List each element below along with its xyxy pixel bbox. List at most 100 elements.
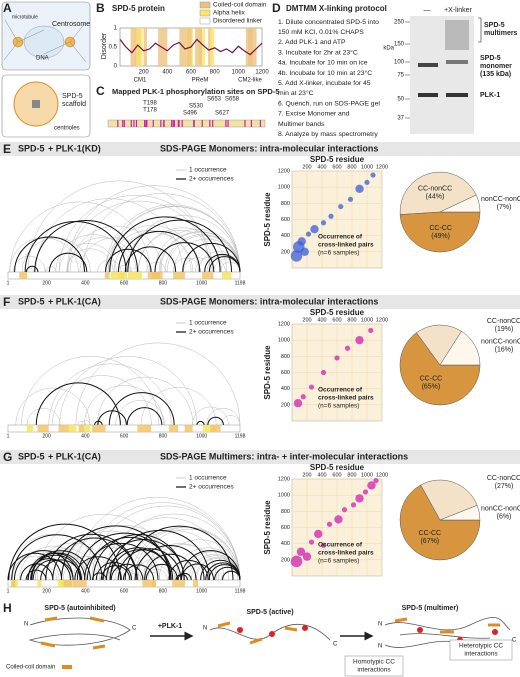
legend-label: 1 occurrence bbox=[189, 167, 227, 174]
crosslink-arc bbox=[81, 547, 147, 581]
panel-header: SDS-PAGE Monomers: intra-molecular inter… bbox=[160, 143, 378, 153]
crosslink-arc bbox=[52, 537, 138, 581]
y-tick-label: 600 bbox=[281, 217, 290, 223]
crosslink-point bbox=[320, 220, 327, 226]
crosslink-arc bbox=[105, 248, 152, 273]
protocol-step: 5. Add X-linker, incubate for 45 bbox=[278, 80, 371, 87]
panel-letter: A bbox=[3, 1, 12, 15]
crosslink-arc bbox=[60, 525, 171, 581]
crosslink-arc bbox=[25, 265, 39, 273]
scatter-note: Occurrence of bbox=[318, 234, 363, 241]
cc-segment bbox=[19, 272, 28, 279]
scatter-note: cross-linked pairs bbox=[318, 242, 374, 249]
pie-label: CC-nonCC bbox=[487, 475, 520, 482]
crosslink-arc bbox=[207, 416, 224, 426]
crosslink-arc bbox=[220, 415, 241, 426]
crosslink-arc bbox=[14, 236, 86, 273]
cc-segment bbox=[137, 425, 152, 432]
legend-label: 1 occurrence bbox=[189, 320, 227, 327]
centrioles bbox=[32, 100, 40, 108]
crosslink-point bbox=[373, 478, 379, 484]
y-tick-label: 1 bbox=[114, 26, 118, 32]
panel-letter: F bbox=[3, 295, 10, 309]
scatter-note: cross-linked pairs bbox=[318, 550, 374, 557]
crosslink-arc bbox=[206, 408, 241, 426]
site-tick bbox=[160, 120, 162, 127]
interaction-panel: E SPD-5 + PLK-1(KD) SDS-PAGE Monomers: intr… bbox=[0, 142, 520, 286]
crosslink-arc bbox=[122, 564, 155, 581]
bracket bbox=[478, 17, 482, 43]
cc-segment bbox=[78, 425, 85, 432]
y-tick-label: 0.5 bbox=[109, 45, 118, 51]
site-tick bbox=[173, 120, 175, 127]
crosslink-arc bbox=[126, 215, 241, 273]
phospho bbox=[492, 629, 498, 635]
site-label: T178 bbox=[143, 108, 157, 114]
residue-tick-label: 800 bbox=[159, 588, 168, 594]
crosslink-arc bbox=[143, 543, 217, 581]
x-tick-label: 800 bbox=[347, 317, 356, 323]
y-tick-label: 800 bbox=[281, 509, 290, 515]
legend-label: Disordered linker bbox=[213, 18, 263, 25]
y-tick-label: 800 bbox=[281, 354, 290, 360]
residue-tick-label: 600 bbox=[120, 588, 129, 594]
site-tick bbox=[225, 120, 227, 127]
panel-title: SPD-5 bbox=[18, 451, 45, 461]
cc-segment bbox=[26, 425, 34, 432]
site-tick bbox=[178, 120, 180, 127]
protocol-step: 2. Add PLK-1 and ATP bbox=[278, 39, 346, 46]
crosslink-arc bbox=[126, 407, 163, 426]
cc-segment bbox=[222, 272, 232, 279]
cc-segment bbox=[83, 425, 91, 432]
legend-label: Coiled-coil domain bbox=[213, 2, 267, 9]
end-label: N bbox=[203, 626, 207, 632]
crosslink-point bbox=[338, 203, 344, 210]
site-tick bbox=[227, 120, 229, 127]
pie-value-label: (65%) bbox=[422, 384, 441, 391]
pie-slice bbox=[439, 504, 481, 521]
callout-box bbox=[344, 655, 404, 677]
crosslink-arc bbox=[58, 195, 213, 273]
cc-band bbox=[143, 28, 148, 66]
protocol-step: 4a. Incubate for 10 min on ice bbox=[278, 60, 368, 67]
end-label: N bbox=[378, 622, 382, 628]
x-tick-label: 400 bbox=[162, 70, 173, 76]
crosslink-point bbox=[320, 369, 327, 376]
sequence-bar bbox=[7, 579, 241, 588]
y-tick-label: 1000 bbox=[278, 185, 290, 191]
legend-label: 2+ occurrences bbox=[189, 176, 234, 183]
crosslink-arc bbox=[138, 227, 228, 273]
x-tick-label: 600 bbox=[186, 70, 197, 76]
crosslink-arc bbox=[94, 420, 103, 426]
cc-segment bbox=[203, 425, 217, 432]
site-tick bbox=[259, 120, 262, 127]
protocol-step: 8. Analyze by mass spectrometry bbox=[278, 131, 378, 138]
legend-label: Alpha helix bbox=[213, 10, 246, 17]
crosslink-arc bbox=[117, 230, 201, 273]
site-tick bbox=[177, 120, 179, 127]
x-tick-label: 800 bbox=[347, 472, 356, 478]
panel-letter: C bbox=[96, 84, 105, 98]
crosslink-arc bbox=[131, 526, 238, 581]
legend-label: 2+ occurrences bbox=[189, 329, 234, 336]
cc-segment bbox=[110, 272, 125, 279]
panel-h: H SPD-5 (autoinhibited) +PLK-1 SPD-5 (ac… bbox=[3, 601, 517, 677]
crosslink-arc bbox=[26, 408, 61, 426]
band-label: SPD-5 bbox=[484, 22, 505, 29]
panel-title: + PLK-1(KD) bbox=[48, 143, 101, 153]
panel-title: SPD-5 protein bbox=[112, 4, 165, 13]
scatter-note: (n=6 samples) bbox=[318, 558, 359, 565]
crosslink-arc bbox=[27, 552, 83, 581]
scatter-note: cross-linked pairs bbox=[318, 395, 374, 402]
scatter-note: Occurrence of bbox=[318, 542, 363, 549]
pie-slice bbox=[399, 211, 481, 253]
state-label: SPD-5 (active) bbox=[246, 609, 293, 616]
crosslink-point bbox=[308, 384, 315, 390]
cc-segment bbox=[147, 580, 156, 587]
site-label: S653 bbox=[207, 97, 222, 103]
y-tick-label: 200 bbox=[281, 249, 290, 255]
residue-tick-label: 400 bbox=[81, 588, 90, 594]
cc-segment bbox=[202, 272, 214, 279]
site-tick bbox=[123, 120, 125, 127]
crosslink-arc bbox=[13, 255, 46, 273]
